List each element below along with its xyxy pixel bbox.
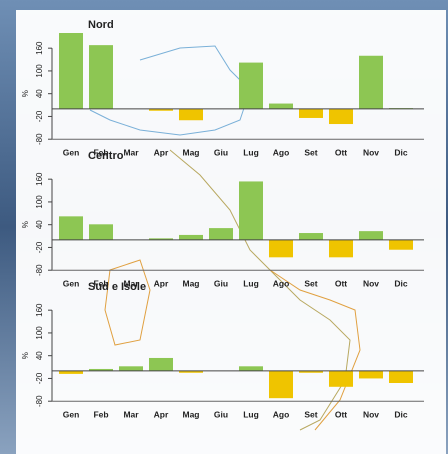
x-tick-label: Mag [183,278,200,288]
y-tick-label: 40 [35,351,44,360]
x-tick-label: Mag [183,147,200,157]
bar [179,234,203,240]
bar [329,370,353,387]
x-tick-label: Feb [93,278,108,288]
bar [329,108,353,125]
y-tick-label: -80 [35,264,44,276]
bar [389,239,413,250]
x-tick-label: Apr [154,278,169,288]
plots: Nord% -80 -20 40 100 160 Gen Feb Mar Apr Mag Giu Lug… [21,19,424,419]
bar [359,55,383,109]
x-tick-label: Ott [335,409,347,419]
x-tick-label: Dic [394,278,408,288]
x-tick-label: Set [304,147,317,157]
bar [239,181,263,240]
y-tick-label: 100 [35,326,44,340]
bar [299,370,323,373]
y-axis-label: % [21,352,30,359]
bar [119,366,143,371]
bar [149,357,173,371]
x-tick-label: Apr [154,409,169,419]
bar [389,370,413,383]
bar [239,62,263,109]
y-tick-label: -80 [35,395,44,407]
x-tick-label: Apr [154,147,169,157]
x-tick-label: Dic [394,409,408,419]
x-tick-label: Set [304,278,317,288]
bar [179,108,203,121]
y-tick-label: 160 [35,303,44,317]
x-tick-label: Lug [243,147,259,157]
bar [59,33,83,109]
x-tick-label: Gen [63,147,80,157]
x-tick-label: Lug [243,409,259,419]
x-tick-label: Ago [273,278,290,288]
bar [359,370,383,379]
bar [89,224,113,240]
x-tick-label: Ago [273,147,290,157]
bar [59,370,83,374]
x-tick-label: Mar [123,147,139,157]
x-tick-label: Mar [123,278,139,288]
bar [329,239,353,258]
bar [89,45,113,109]
y-axis-label: % [21,90,30,97]
bar [269,239,293,258]
y-tick-label: 100 [35,195,44,209]
y-tick-label: -20 [35,372,44,384]
x-tick-label: Giu [214,409,228,419]
bar [299,108,323,118]
panel-title: Nord [88,19,114,31]
bar [299,233,323,240]
x-tick-label: Ott [335,278,347,288]
map-outline [89,45,361,431]
x-tick-label: Nov [363,147,379,157]
panel-title: Centro [88,150,124,162]
y-tick-label: 40 [35,89,44,98]
panel-title: Sud e Isole [88,281,146,293]
bar [149,238,173,240]
y-tick-label: 40 [35,220,44,229]
y-tick-label: 100 [35,64,44,78]
y-tick-label: 160 [35,41,44,55]
bar [239,366,263,371]
bar [59,216,83,240]
bar [269,370,293,399]
x-tick-label: Lug [243,278,259,288]
y-tick-label: -80 [35,133,44,145]
x-tick-label: Giu [214,147,228,157]
x-tick-label: Gen [63,409,80,419]
x-tick-label: Mag [183,409,200,419]
y-axis-label: % [21,221,30,228]
bar [359,231,383,240]
x-tick-label: Mar [123,409,139,419]
x-tick-label: Ott [335,147,347,157]
y-tick-label: -20 [35,110,44,122]
y-tick-label: 160 [35,172,44,186]
bar [179,370,203,373]
y-tick-label: -20 [35,241,44,253]
x-tick-label: Feb [93,147,108,157]
x-tick-label: Dic [394,147,408,157]
bar [209,228,233,240]
bar [149,108,173,111]
x-tick-label: Gen [63,278,80,288]
x-tick-label: Nov [363,409,379,419]
x-tick-label: Feb [93,409,108,419]
x-tick-label: Ago [273,409,290,419]
x-tick-label: Nov [363,278,379,288]
bar [89,368,113,371]
x-tick-label: Giu [214,278,228,288]
x-tick-label: Set [304,409,317,419]
bar [269,103,293,109]
